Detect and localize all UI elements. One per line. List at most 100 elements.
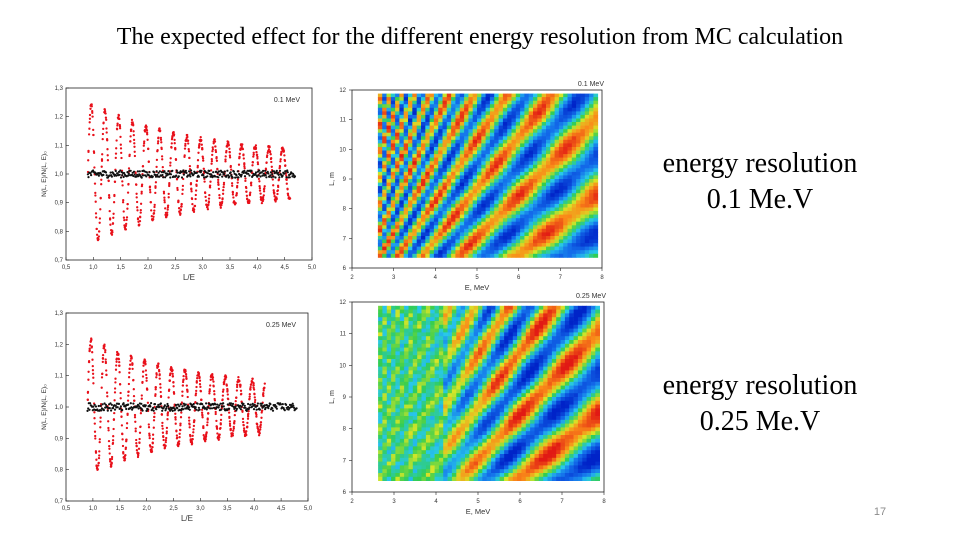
heatmap-cell xyxy=(481,122,486,126)
data-point xyxy=(246,421,249,425)
heatmap-cell xyxy=(386,246,392,251)
heatmap-cell xyxy=(438,324,444,329)
heatmap-cell xyxy=(541,218,547,223)
heatmap-cell xyxy=(442,186,448,191)
heatmap-cell xyxy=(455,253,461,258)
heatmap-cell xyxy=(386,104,392,109)
data-point xyxy=(170,146,173,149)
heatmap-cell xyxy=(425,93,430,98)
heatmap-cell xyxy=(571,182,577,187)
heatmap-cell xyxy=(459,182,465,187)
data-point xyxy=(215,159,219,162)
heatmap-cell xyxy=(433,125,439,130)
heatmap-cell xyxy=(515,186,521,191)
heatmap-cell xyxy=(533,179,538,183)
data-point xyxy=(141,409,144,412)
heatmap-cell xyxy=(550,207,555,212)
data-point xyxy=(119,143,122,146)
data-point xyxy=(264,169,267,172)
heatmap-cell xyxy=(498,218,504,223)
heatmap-cell xyxy=(489,225,495,230)
heatmap-cell xyxy=(571,175,577,180)
heatmap-cell xyxy=(593,171,599,176)
heatmap-cell xyxy=(377,239,383,244)
heatmap-cell xyxy=(546,97,551,102)
data-point xyxy=(160,155,164,158)
heatmap-cell xyxy=(395,93,400,98)
data-point xyxy=(281,403,284,406)
heatmap-cell xyxy=(580,104,586,109)
data-point xyxy=(179,424,182,427)
heatmap-cell xyxy=(537,171,542,176)
data-point xyxy=(114,152,118,155)
heatmap-cell xyxy=(554,214,560,219)
heatmap-cell xyxy=(408,228,413,233)
heatmap-cell xyxy=(390,207,396,212)
heatmap-cell xyxy=(502,225,508,230)
data-point xyxy=(123,218,126,222)
heatmap-cell xyxy=(459,147,465,151)
data-point xyxy=(217,181,220,184)
heatmap-cell xyxy=(528,179,534,183)
heatmap-cell xyxy=(378,321,383,326)
heatmap-cell xyxy=(438,214,443,219)
heatmap-cell xyxy=(377,143,383,148)
heatmap-cell xyxy=(571,186,577,191)
heatmap-cell xyxy=(455,214,461,219)
heatmap-cell xyxy=(408,171,413,176)
heatmap-cell xyxy=(591,321,596,326)
heatmap-cell xyxy=(416,179,422,183)
data-point xyxy=(154,388,157,391)
heatmap-cell xyxy=(433,168,439,173)
data-point xyxy=(95,216,98,219)
heatmap-cell xyxy=(558,221,564,226)
heatmap-cell xyxy=(576,93,581,98)
series-oscillation xyxy=(86,337,266,471)
heatmap-cell xyxy=(433,136,439,141)
heatmap-cell xyxy=(447,321,453,326)
data-point xyxy=(177,442,181,446)
heatmap-cell xyxy=(477,150,482,155)
heatmap-cell xyxy=(472,139,478,144)
heatmap-cell xyxy=(524,250,530,255)
data-point xyxy=(212,171,215,174)
heatmap-cell xyxy=(382,243,387,248)
heatmap-cell xyxy=(593,143,599,148)
data-point xyxy=(256,175,259,178)
heatmap-cell xyxy=(446,246,452,251)
heatmap-cell xyxy=(586,324,592,329)
data-point xyxy=(237,163,241,166)
heatmap-cell xyxy=(554,232,560,237)
heatmap-cell xyxy=(520,150,525,155)
heatmap-cell xyxy=(593,139,599,144)
heatmap-cell xyxy=(472,154,478,159)
heatmap-cell xyxy=(593,114,599,119)
heatmap-cell xyxy=(550,175,555,180)
heatmap-cell xyxy=(433,221,439,226)
heatmap-cell xyxy=(404,313,409,318)
heatmap-cells xyxy=(378,305,600,481)
data-point xyxy=(163,404,166,407)
heatmap-cell xyxy=(477,164,482,169)
x-tick-label: 3,5 xyxy=(226,265,235,271)
data-point xyxy=(166,208,169,211)
heatmap-cell xyxy=(593,111,599,116)
heatmap-cell xyxy=(520,154,525,159)
heatmap-cell xyxy=(421,321,427,326)
data-point xyxy=(91,115,94,118)
data-point xyxy=(240,173,243,176)
heatmap-cell xyxy=(528,200,534,205)
data-point xyxy=(207,201,210,204)
data-point xyxy=(168,388,171,391)
data-point xyxy=(277,178,281,181)
heatmap-cell xyxy=(502,136,508,141)
heatmap-cell xyxy=(571,111,577,116)
heatmap-cell xyxy=(395,104,400,109)
heatmap-cell xyxy=(554,196,560,201)
heatmap-cell xyxy=(515,161,521,166)
heatmap-cell xyxy=(399,164,405,169)
heatmap-cell xyxy=(504,324,509,329)
data-point xyxy=(222,388,225,391)
heatmap-cell xyxy=(481,111,486,116)
heatmap-cell xyxy=(485,171,491,176)
